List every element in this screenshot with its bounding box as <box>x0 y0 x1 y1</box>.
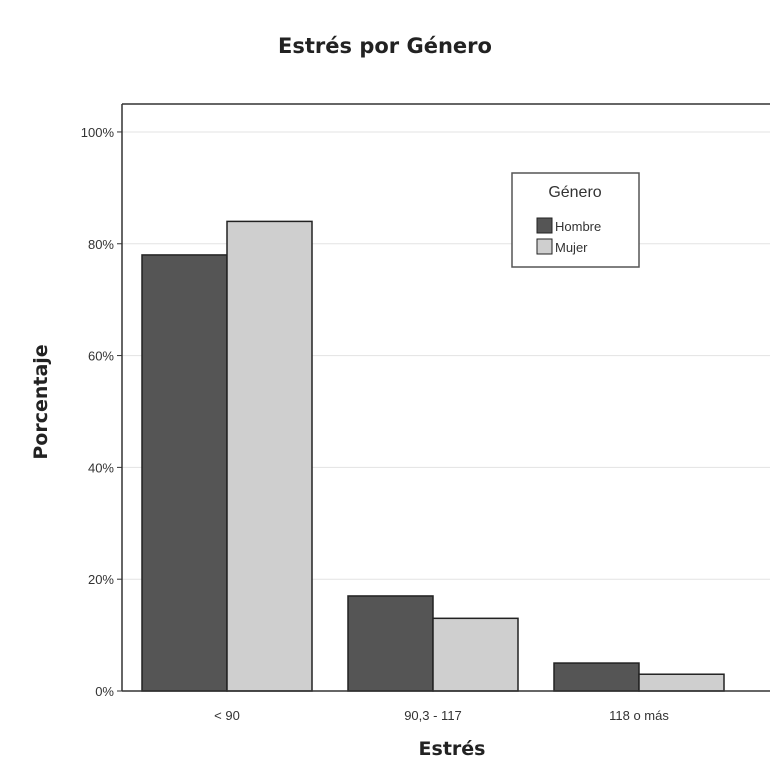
legend-swatch-mujer <box>536 238 553 255</box>
bar-mujer-1 <box>432 617 519 692</box>
bar-hombre-0 <box>141 254 228 692</box>
axes <box>121 103 770 692</box>
x-tick-label: 90,3 - 117 <box>404 708 462 723</box>
y-axis-ticks: 0% 20% 40% 60% 80% 100% <box>81 125 122 699</box>
legend-label-hombre: Hombre <box>555 219 601 234</box>
x-axis-title: Estrés <box>419 738 486 760</box>
bar-mujer-2 <box>638 673 725 692</box>
y-tick-label: 100% <box>81 125 115 140</box>
y-tick-label: 80% <box>88 237 114 252</box>
bars <box>141 220 725 692</box>
y-tick-label: 40% <box>88 460 114 475</box>
legend-swatch-hombre <box>536 217 553 234</box>
x-tick-label: < 90 <box>214 708 240 723</box>
y-axis-title: Porcentaje <box>30 344 52 459</box>
x-axis-ticks: < 90 90,3 - 117 118 o más <box>214 708 669 723</box>
bar-hombre-2 <box>553 662 640 692</box>
legend: Género Hombre Mujer <box>511 172 640 268</box>
legend-label-mujer: Mujer <box>555 240 588 255</box>
legend-title: Género <box>548 184 601 201</box>
bar-hombre-1 <box>347 595 434 692</box>
bar-mujer-0 <box>226 220 313 692</box>
x-tick-label: 118 o más <box>609 708 669 723</box>
y-tick-label: 20% <box>88 572 114 587</box>
legend-items: Hombre Mujer <box>536 217 601 255</box>
y-tick-label: 0% <box>95 684 114 699</box>
y-tick-label: 60% <box>88 349 114 364</box>
legend-box <box>511 172 640 268</box>
chart-title: Estrés por Género <box>278 34 492 58</box>
